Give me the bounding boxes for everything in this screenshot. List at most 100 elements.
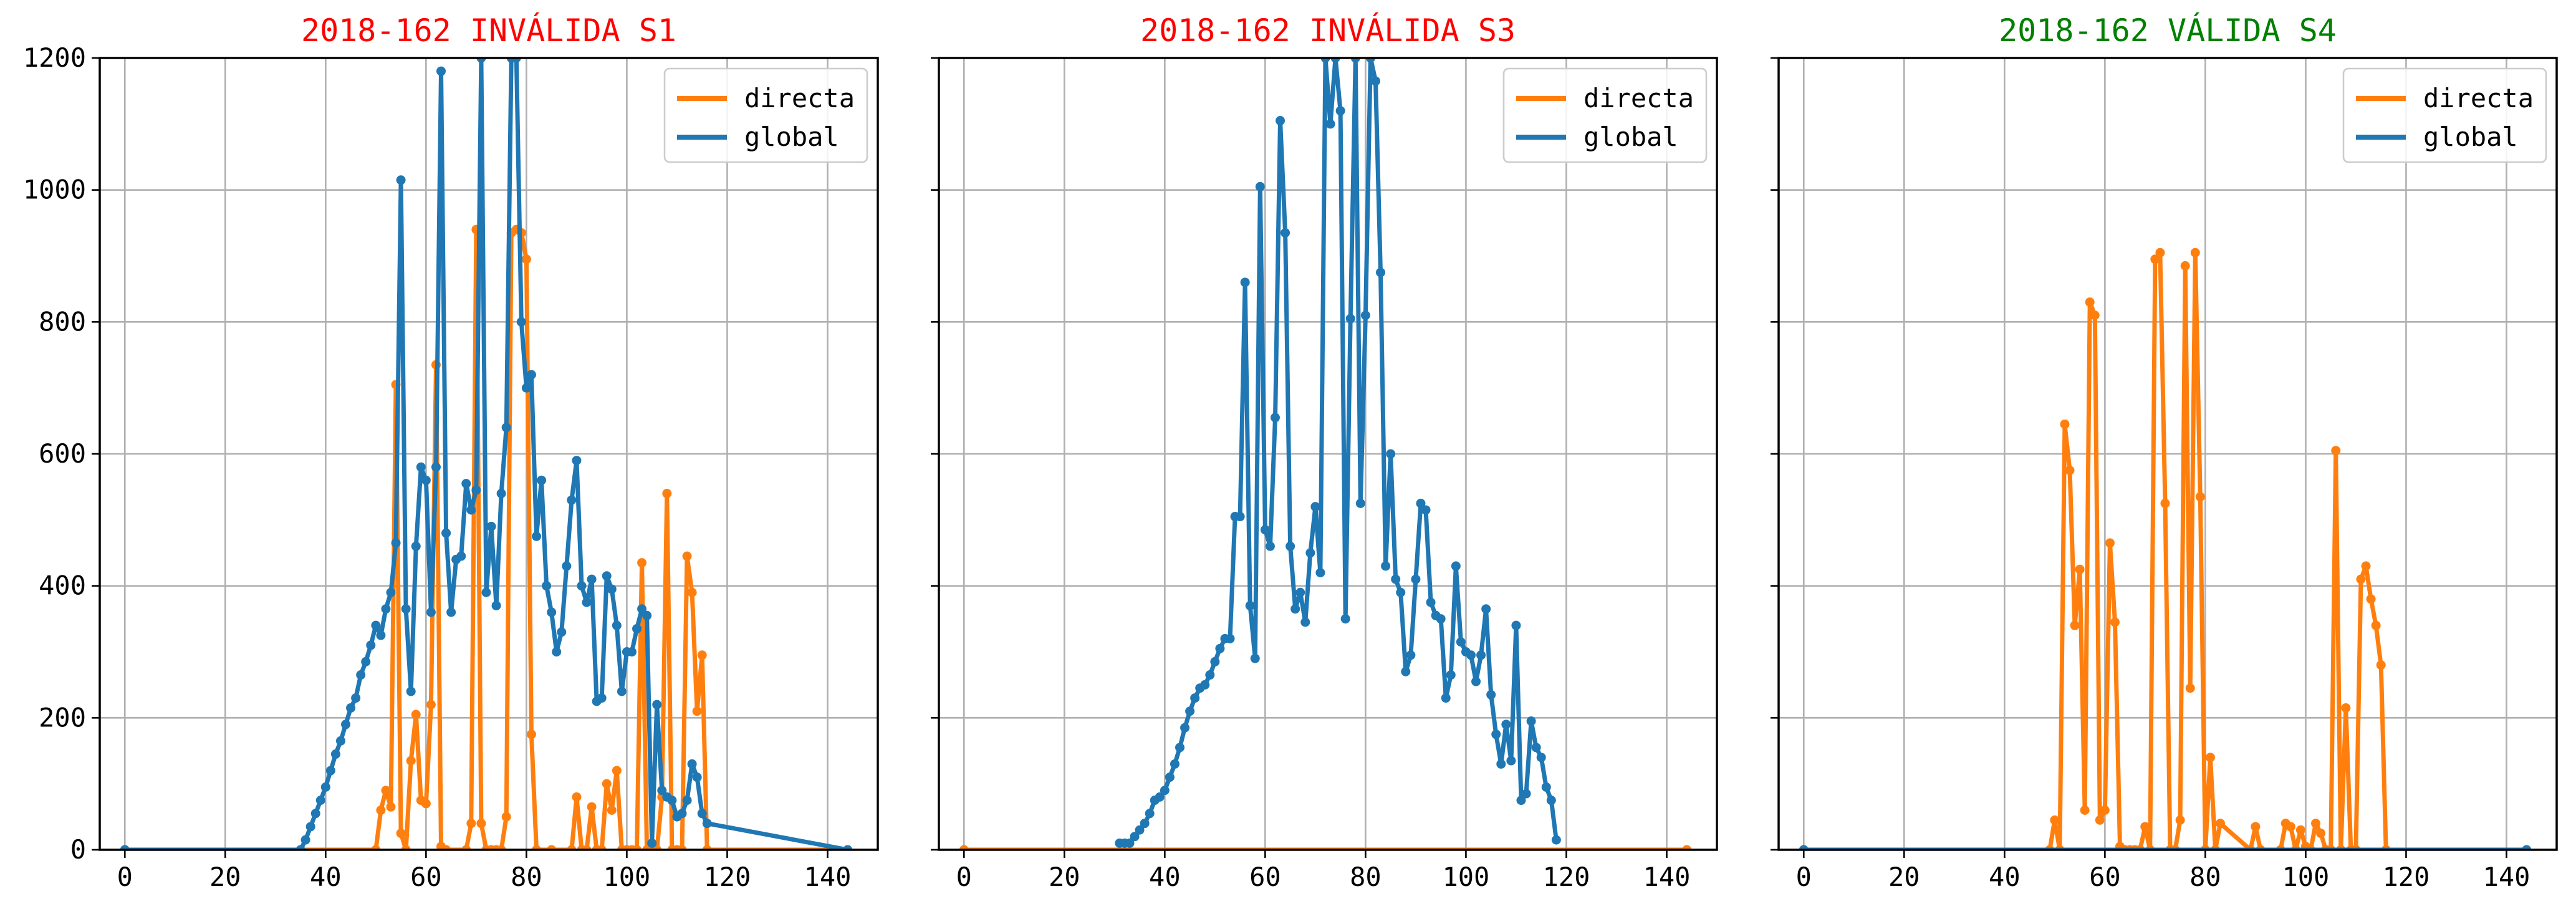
data-point-global [1501,719,1511,729]
legend-label-directa: directa [2423,83,2534,113]
data-point-global [667,796,677,806]
data-point-directa [396,829,406,839]
data-point-global [1526,716,1536,726]
data-point-global [642,610,652,620]
data-point-directa [501,812,511,822]
data-point-global [501,423,511,433]
legend-label-global: global [1584,122,1678,152]
data-point-global [351,693,361,703]
data-point-global [1125,838,1135,848]
data-point-directa [2105,538,2115,548]
data-point-global [421,475,431,485]
data-point-global [1551,835,1561,845]
data-point-global [1391,574,1401,584]
data-point-global [602,571,612,581]
data-point-global [1265,541,1275,551]
data-point-global [1481,604,1491,614]
data-point-directa [602,779,612,789]
data-point-global [547,607,557,617]
legend: directa global [663,67,868,163]
data-point-global [1170,759,1180,769]
data-point-global [652,700,662,710]
data-point-directa [401,845,411,850]
data-point-global [1406,650,1416,660]
data-point-global [1190,693,1200,703]
data-point-global [542,581,552,591]
data-point-global [1471,676,1481,686]
data-point-global [577,581,587,591]
data-point-global [1491,729,1501,739]
data-point-directa [959,845,969,850]
legend-label-directa: directa [1584,83,1694,113]
chart-panel-2: 0 20 40 60 80 100 120 140 2018-162 INVÁLIDA S3 di… [931,12,1718,892]
data-point-global [1396,587,1406,597]
data-point-global [582,597,592,607]
data-point-global [366,640,376,650]
data-point-global [406,686,416,696]
data-point-global [431,462,441,472]
data-point-directa [662,489,672,498]
data-point-global [1799,845,1809,850]
data-point-directa [2060,419,2070,429]
data-point-directa [526,729,536,739]
data-point-global [300,835,310,845]
data-point-directa [2090,310,2100,320]
data-point-directa [607,806,617,815]
x-tick-label: 120 [1543,862,1590,892]
data-point-directa [587,802,597,812]
data-point-directa [2070,620,2080,630]
data-point-directa [411,710,421,719]
data-point-global [637,604,647,614]
data-point-global [466,505,476,515]
data-point-global [1426,597,1436,607]
legend: directa global [1502,67,1708,163]
data-point-global [1330,58,1340,63]
data-point-directa [2361,561,2371,571]
data-point-global [1276,116,1286,126]
data-point-global [1411,574,1421,584]
data-point-global [1290,604,1300,614]
data-point-global [1286,541,1295,551]
x-tick-label: 40 [310,862,342,892]
data-point-directa [476,819,486,829]
data-point-global [436,66,446,76]
data-point-directa [2366,594,2376,604]
data-point-global [1486,690,1496,700]
data-point-global [572,456,582,466]
data-point-global [1185,706,1195,716]
data-point-directa [2065,465,2075,475]
x-tick-label: 0 [1796,862,1812,892]
x-tick-label: 0 [117,862,133,892]
data-point-directa [2075,564,2085,574]
data-point-directa [2205,753,2215,762]
data-point-directa [2155,248,2165,257]
x-tick-label: 100 [603,862,650,892]
data-point-global [1441,693,1451,703]
data-point-global [1365,58,1375,63]
data-point-global [491,600,501,610]
data-point-global [330,749,340,759]
data-point-directa [2190,248,2200,257]
data-point-directa [612,766,622,776]
data-point-global [1260,525,1270,535]
data-point-global [1416,498,1426,508]
data-point-directa [2110,617,2120,627]
data-point-global [1325,119,1335,129]
data-point-global [1160,786,1170,796]
data-point-global [461,479,471,489]
data-point-directa [2285,822,2295,832]
data-point-global [120,845,130,850]
data-point-global [1240,277,1250,287]
data-point-global [692,772,702,782]
data-point-directa [426,700,436,710]
data-point-directa [531,845,541,850]
data-point-global [1270,413,1280,423]
data-point-directa [2195,492,2205,502]
data-point-global [1350,58,1360,63]
data-point-global [1436,614,1446,624]
y-tick-label: 400 [39,570,86,601]
legend: directa global [2342,67,2547,163]
data-point-directa [521,254,531,264]
data-point-global [426,607,436,617]
data-point-global [2522,845,2532,850]
